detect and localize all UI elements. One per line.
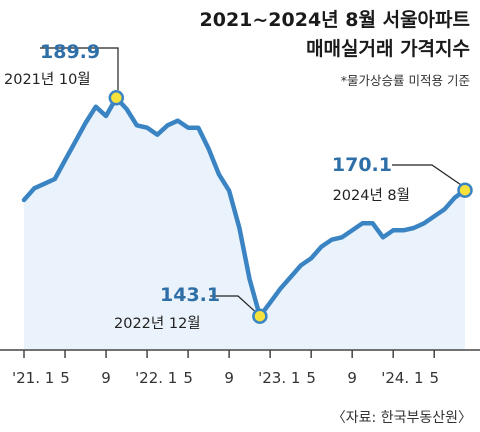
x-tick-label: '23. 1 xyxy=(258,369,300,387)
x-tick-label: 9 xyxy=(347,369,357,387)
annotation-leaders xyxy=(40,47,465,317)
highlight-markers xyxy=(108,90,473,324)
x-tick-label: 5 xyxy=(306,369,316,387)
series-line xyxy=(21,95,468,319)
highlight-point xyxy=(252,308,268,324)
series-area xyxy=(24,97,465,350)
chart-title-line1: 2021~2024년 8월 서울아파트 xyxy=(200,9,471,31)
x-axis: '21. 1 5 9 '22. 1 5 9 '23. 1 5 9 '24. 1 5 xyxy=(0,349,480,387)
annotation-trough-date: 2022년 12월 xyxy=(114,315,201,332)
highlight-point xyxy=(457,182,473,198)
x-tick-label: 5 xyxy=(429,369,439,387)
x-tick-label: 9 xyxy=(101,369,111,387)
x-tick-label: '24. 1 xyxy=(381,369,423,387)
area-layer xyxy=(24,97,465,350)
chart-note: *물가상승률 미적용 기준 xyxy=(341,73,470,88)
x-tick-label: 5 xyxy=(60,369,70,387)
x-tick-label: '22. 1 xyxy=(135,369,177,387)
annotation-leader-line xyxy=(40,47,119,90)
annotation-latest-value: 170.1 xyxy=(332,154,392,176)
annotation-trough-value: 143.1 xyxy=(160,284,220,306)
chart-source: 〈자료: 한국부동산원〉 xyxy=(332,410,472,426)
annotation-peak-date: 2021년 10월 xyxy=(4,71,91,88)
line-layer xyxy=(21,95,468,319)
chart-title-line2: 매매실거래 가격지수 xyxy=(306,38,470,60)
annotation-leader-line xyxy=(210,295,261,317)
x-tick-label: '21. 1 xyxy=(12,369,54,387)
x-tick-label: 5 xyxy=(183,369,193,387)
annotation-peak-value: 189.9 xyxy=(40,41,100,63)
annotation-latest-date: 2024년 8월 xyxy=(333,187,410,204)
highlight-point xyxy=(108,90,125,106)
annotation-leader-line xyxy=(392,164,465,188)
x-tick-label: 9 xyxy=(224,369,234,387)
